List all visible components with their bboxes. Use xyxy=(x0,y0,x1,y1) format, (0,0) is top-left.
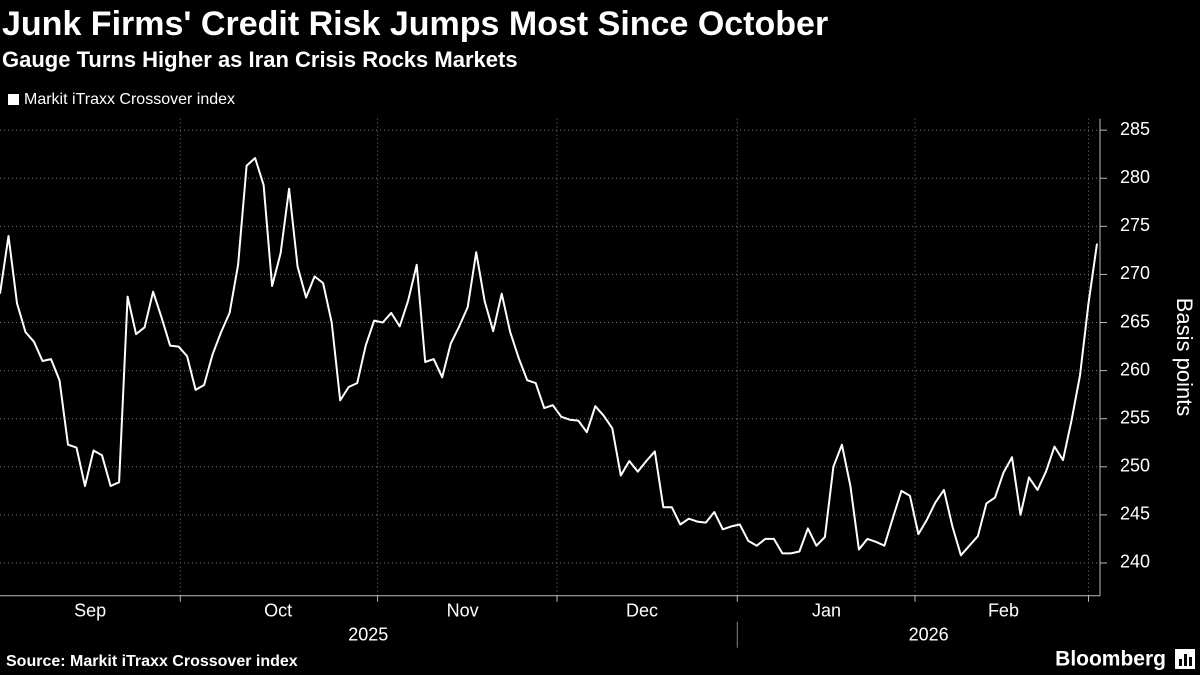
y-tick-label: 280 xyxy=(1120,167,1150,187)
x-tick-label: Feb xyxy=(988,600,1019,620)
chart-title: Junk Firms' Credit Risk Jumps Most Since… xyxy=(2,5,828,43)
x-tick-label: Nov xyxy=(447,600,479,620)
y-tick-label: 250 xyxy=(1120,456,1150,476)
y-tick-label: 270 xyxy=(1120,263,1150,283)
source: Source: Markit iTraxx Crossover index xyxy=(6,653,298,670)
x-tick-label: Dec xyxy=(626,600,658,620)
line-series xyxy=(0,157,1098,557)
brand-icon xyxy=(1175,649,1195,669)
legend-swatch xyxy=(8,94,19,105)
y-tick-label: 240 xyxy=(1120,552,1150,572)
chart-subtitle: Gauge Turns Higher as Iran Crisis Rocks … xyxy=(2,47,518,72)
brand: Bloomberg xyxy=(1055,648,1166,671)
legend-label: Markit iTraxx Crossover index xyxy=(24,91,235,108)
x-tick-label: Sep xyxy=(74,600,106,620)
year-label: 2026 xyxy=(909,624,949,644)
y-tick-label: 260 xyxy=(1120,359,1150,379)
x-tick-label: Oct xyxy=(264,600,292,620)
y-tick-label: 245 xyxy=(1120,504,1150,524)
y-tick-label: 265 xyxy=(1120,311,1150,331)
y-tick-label: 255 xyxy=(1120,407,1150,427)
y-tick-label: 285 xyxy=(1120,119,1150,139)
y-tick-label: 275 xyxy=(1120,215,1150,235)
x-tick-label: Jan xyxy=(812,600,841,620)
year-label: 2025 xyxy=(348,624,388,644)
y-axis-label: Basis points xyxy=(1172,298,1197,417)
